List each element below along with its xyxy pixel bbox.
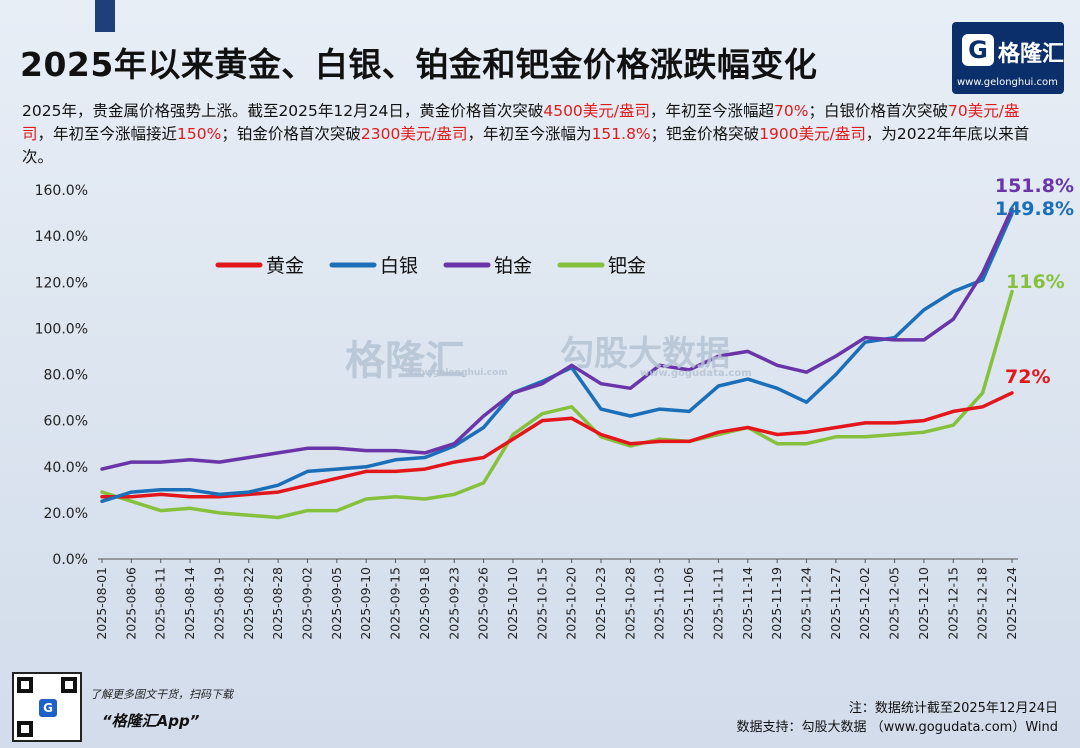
x-tick-label: 2025-12-05 xyxy=(887,567,902,640)
y-tick-label: 140.0% xyxy=(35,229,88,245)
promo-text: 了解更多图文干货，扫码下载 xyxy=(90,688,233,701)
data-source: 数据支持：勾股大数据 （www.gogudata.com）Wind xyxy=(736,720,1058,735)
end-value-label: 149.8% xyxy=(995,198,1074,220)
watermark-brand: 格隆汇 xyxy=(345,338,465,384)
x-tick-label: 2025-11-24 xyxy=(799,567,814,640)
x-tick-label: 2025-08-28 xyxy=(270,567,285,640)
x-tick-label: 2025-12-02 xyxy=(857,567,872,640)
x-tick-label: 2025-12-24 xyxy=(1004,567,1019,640)
desc-text: ；白银价格首次突破 xyxy=(808,102,948,120)
data-note: 注：数据统计截至2025年12月24日 xyxy=(848,701,1058,716)
page-title: 2025年以来黄金、白银、铂金和钯金价格涨跌幅变化 xyxy=(20,45,818,84)
y-tick-label: 0.0% xyxy=(52,552,88,568)
desc-text: 2025年，贵金属价格强势上涨。截至2025年12月24日，黄金价格首次突破 xyxy=(22,102,544,120)
y-tick-label: 20.0% xyxy=(44,506,88,522)
x-tick-label: 2025-10-28 xyxy=(622,567,637,640)
x-tick-label: 2025-11-14 xyxy=(740,567,755,640)
desc-highlight: 70美元/盎司 xyxy=(22,102,1020,143)
legend-label: 钯金 xyxy=(608,255,646,277)
legend-label: 黄金 xyxy=(266,255,304,277)
y-tick-label: 100.0% xyxy=(35,321,88,337)
x-tick-label: 2025-10-15 xyxy=(534,567,549,640)
qr-logo-icon: G xyxy=(39,699,57,717)
desc-highlight: 151.8% xyxy=(591,125,651,143)
x-tick-label: 2025-09-15 xyxy=(388,567,403,640)
qr-badge: G xyxy=(43,701,53,715)
x-tick-label: 2025-09-23 xyxy=(446,567,461,640)
watermark-data-brand: 勾股大数据 xyxy=(560,334,730,374)
desc-text: ，为2022年年底以来首次。 xyxy=(22,125,1030,166)
x-tick-label: 2025-11-06 xyxy=(681,567,696,640)
desc-text: ，年初至今涨幅为 xyxy=(467,125,592,143)
watermark-data-url: www.gogudata.com xyxy=(640,368,752,379)
description-paragraph: 2025年，贵金属价格强势上涨。截至2025年12月24日，黄金价格首次突破45… xyxy=(22,100,1042,169)
x-tick-label: 2025-08-06 xyxy=(123,567,138,640)
x-tick-label: 2025-11-03 xyxy=(652,567,667,640)
x-tick-label: 2025-11-27 xyxy=(828,567,843,640)
x-tick-label: 2025-11-19 xyxy=(769,567,784,640)
end-value-label: 116% xyxy=(1006,271,1065,293)
desc-text: ，年初至今涨幅接近 xyxy=(37,125,178,143)
desc-text: ，年初至今涨幅超 xyxy=(650,102,775,120)
x-tick-label: 2025-09-05 xyxy=(329,567,344,640)
x-tick-label: 2025-08-01 xyxy=(94,567,109,640)
x-tick-label: 2025-08-14 xyxy=(182,567,197,640)
desc-highlight: 1900美元/盎司 xyxy=(759,125,866,143)
y-tick-label: 160.0% xyxy=(35,183,88,199)
x-tick-label: 2025-11-11 xyxy=(710,567,725,640)
y-tick-label: 120.0% xyxy=(35,275,88,291)
watermark-brand-url: www.gelonghui.com xyxy=(405,368,508,378)
series-line-2 xyxy=(100,207,1014,471)
header-accent-tab xyxy=(95,0,115,32)
y-tick-label: 60.0% xyxy=(44,414,88,430)
series-line-0 xyxy=(100,391,1014,499)
series-line-3 xyxy=(100,289,1014,520)
x-tick-label: 2025-09-10 xyxy=(358,567,373,640)
y-tick-label: 40.0% xyxy=(44,460,88,476)
x-tick-label: 2025-08-11 xyxy=(153,567,168,640)
end-value-label: 72% xyxy=(1005,366,1050,388)
desc-highlight: 2300美元/盎司 xyxy=(360,125,468,143)
brand-logo-name: 格隆汇 xyxy=(998,42,1065,67)
desc-highlight: 70% xyxy=(774,102,809,120)
x-tick-label: 2025-09-26 xyxy=(476,567,491,640)
app-name: “格隆汇App” xyxy=(102,712,200,730)
line-chart: 0.0% 20.0% 40.0% 60.0% 80.0% 100.0% 120.0% 140.… xyxy=(35,175,1074,640)
x-tick-label: 2025-12-10 xyxy=(916,567,931,640)
desc-text: ；铂金价格首次突破 xyxy=(221,125,361,143)
x-tick-label: 2025-08-19 xyxy=(211,567,226,640)
end-value-label: 151.8% xyxy=(995,175,1074,197)
x-tick-label: 2025-10-23 xyxy=(593,567,608,640)
legend-label: 铂金 xyxy=(494,255,532,277)
x-tick-label: 2025-12-18 xyxy=(975,567,990,640)
brand-logo-icon: G xyxy=(962,34,994,66)
x-tick-label: 2025-08-22 xyxy=(241,567,256,640)
brand-logo-url: www.gelonghui.com xyxy=(957,77,1058,88)
desc-highlight: 150% xyxy=(177,125,222,143)
desc-text: ；钯金价格突破 xyxy=(650,125,760,143)
qr-code[interactable]: G xyxy=(12,672,82,742)
x-tick-label: 2025-09-18 xyxy=(417,567,432,640)
x-tick-label: 2025-10-10 xyxy=(505,567,520,640)
legend-label: 白银 xyxy=(380,255,418,277)
y-tick-label: 80.0% xyxy=(44,368,88,384)
x-tick-label: 2025-12-15 xyxy=(945,567,960,640)
x-tick-label: 2025-09-02 xyxy=(299,567,314,640)
desc-highlight: 4500美元/盎司 xyxy=(543,102,651,120)
x-tick-label: 2025-10-20 xyxy=(564,567,579,640)
